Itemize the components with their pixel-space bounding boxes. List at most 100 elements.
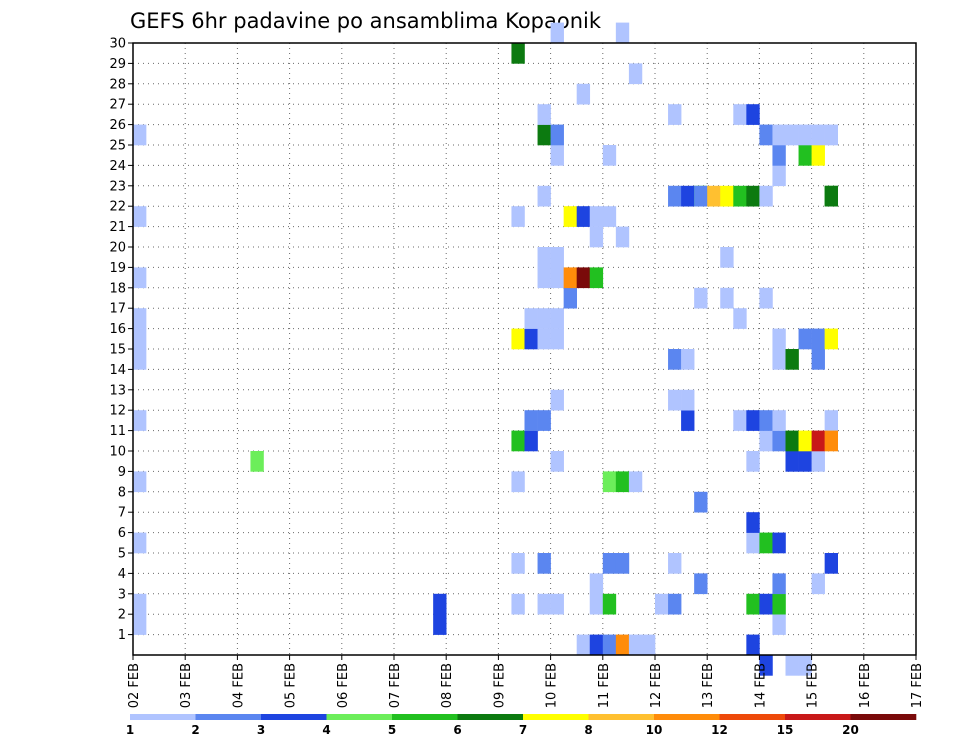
precip-cell <box>602 206 617 227</box>
precip-cell <box>511 328 525 350</box>
precip-cell <box>746 410 760 431</box>
precip-cell <box>759 410 773 431</box>
y-tick-label: 19 <box>109 261 126 276</box>
colorbar-label: 7 <box>519 723 527 737</box>
precip-cell <box>589 206 604 227</box>
precip-cell <box>681 389 695 411</box>
y-tick-label: 21 <box>109 220 126 235</box>
precip-cell <box>550 389 564 411</box>
precip-cell <box>772 430 786 452</box>
precip-cell <box>668 593 682 615</box>
y-tick-label: 11 <box>109 424 126 439</box>
colorbar-label: 6 <box>453 723 461 737</box>
y-tick-label: 13 <box>109 383 126 398</box>
precip-cell <box>537 104 551 125</box>
precip-cell <box>694 491 708 513</box>
precip-cell <box>824 430 838 452</box>
colorbar: 1 2 3 4 5 6 7 8 10 12 15 20 <box>126 714 917 737</box>
y-tick-label: 23 <box>109 179 126 194</box>
x-tick-label: 15 FEB <box>806 663 821 708</box>
x-tick-label: 07 FEB <box>388 663 403 708</box>
colorbar-label: 12 <box>711 723 728 737</box>
precip-cell <box>602 593 617 615</box>
precip-cell <box>746 512 760 533</box>
precip-cell <box>811 573 825 595</box>
colorbar-label: 2 <box>191 723 199 737</box>
precip-cell <box>537 308 551 329</box>
precip-cell <box>563 206 577 227</box>
precip-cell <box>550 145 564 166</box>
precip-cell <box>720 185 734 207</box>
precip-cell <box>550 451 564 472</box>
precip-cell <box>811 124 825 146</box>
y-tick-label: 12 <box>109 404 126 419</box>
precip-cell <box>133 593 147 615</box>
colorbar-swatch <box>326 714 393 720</box>
precip-cell <box>576 267 591 289</box>
precip-cell <box>537 553 551 574</box>
precip-cell <box>133 410 147 431</box>
precip-cell <box>668 389 682 411</box>
precip-cell <box>746 593 760 615</box>
precip-cell <box>746 451 760 472</box>
precip-cell <box>759 593 773 615</box>
y-tick-label: 2 <box>118 608 126 623</box>
y-tick-label: 1 <box>118 628 126 643</box>
precip-cell <box>759 532 773 554</box>
precip-cell <box>537 267 551 289</box>
x-tick-label: 17 FEB <box>910 663 925 708</box>
precip-cell <box>824 124 838 146</box>
x-tick-label: 09 FEB <box>492 663 507 708</box>
x-tick-label: 14 FEB <box>753 663 768 708</box>
precip-cell <box>733 185 747 207</box>
precip-cell <box>759 655 773 676</box>
y-tick-label: 4 <box>118 567 126 582</box>
colorbar-label: 10 <box>646 723 663 737</box>
precip-cell <box>811 328 825 350</box>
y-tick-label: 15 <box>109 343 126 358</box>
precip-cell <box>537 247 551 268</box>
x-tick-label: 03 FEB <box>179 663 194 708</box>
y-tick-label: 6 <box>118 526 126 541</box>
y-tick-label: 25 <box>109 139 126 154</box>
precip-cell <box>133 328 147 350</box>
x-tick-label: 05 FEB <box>284 663 299 708</box>
x-tick-label: 16 FEB <box>858 663 873 708</box>
precip-cell <box>563 267 577 289</box>
precip-cell <box>733 104 747 125</box>
y-tick-label: 18 <box>109 281 126 296</box>
precip-cell <box>589 573 604 595</box>
precip-cell <box>720 247 734 268</box>
precip-cell <box>628 634 643 656</box>
y-tick-label: 16 <box>109 322 126 337</box>
precip-cell <box>511 206 525 227</box>
precip-cell <box>772 410 786 431</box>
precip-cell <box>133 349 147 370</box>
precip-cell <box>759 185 773 207</box>
precip-cell <box>537 185 551 207</box>
colorbar-swatch <box>261 714 327 720</box>
y-tick-label: 28 <box>109 77 126 92</box>
colorbar-swatch <box>523 714 589 720</box>
precip-cell <box>550 247 564 268</box>
precip-cell <box>537 593 551 615</box>
precip-cell <box>602 553 617 574</box>
precip-cell <box>615 226 630 248</box>
colorbar-swatch <box>457 714 524 720</box>
precip-cell <box>589 634 604 656</box>
y-tick-label: 24 <box>109 159 126 174</box>
precip-cell <box>524 410 538 431</box>
precip-cell <box>798 124 812 146</box>
precip-cell <box>785 430 799 452</box>
precip-cell <box>602 145 617 166</box>
precip-cell <box>798 451 812 472</box>
precip-cell <box>746 185 760 207</box>
precip-cell <box>668 349 682 370</box>
precip-cell <box>772 532 786 554</box>
colorbar-swatch <box>654 714 720 720</box>
precip-cell <box>133 532 147 554</box>
precip-cell <box>133 267 147 289</box>
precip-cell <box>133 471 147 493</box>
precip-cell <box>811 145 825 166</box>
precip-cell <box>785 655 799 676</box>
